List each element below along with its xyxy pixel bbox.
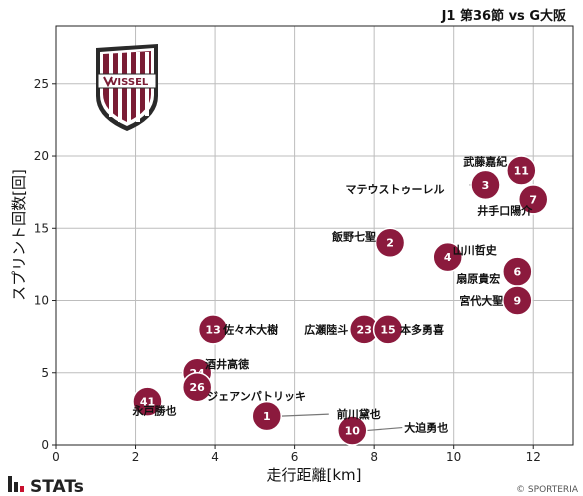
y-tick-label: 25 — [34, 77, 49, 91]
x-tick-label: 12 — [526, 450, 541, 464]
player-marker — [506, 155, 537, 186]
player-number: 15 — [380, 323, 395, 336]
player-name-label: 井手口陽介 — [477, 203, 533, 217]
x-axis-title: 走行距離[km] — [266, 466, 361, 484]
logo-text: VISSEL — [110, 77, 149, 88]
player-name-label: 武藤嘉紀 — [463, 154, 507, 168]
stats-brand: STATs — [30, 477, 84, 496]
player-name-label: マテウストゥーレル — [346, 183, 445, 196]
player-number: 13 — [205, 323, 220, 336]
x-tick-label: 10 — [446, 450, 461, 464]
player-marker — [337, 415, 368, 446]
player-name-label: 大迫勇也 — [404, 421, 448, 435]
player-name-label: 宮代大聖 — [459, 294, 503, 308]
x-tick-label: 6 — [291, 450, 299, 464]
player-marker — [197, 314, 229, 345]
copyright: © SPORTERIA — [516, 485, 579, 495]
player-marker — [502, 285, 533, 316]
vissel-logo: VISSEL — [96, 44, 158, 131]
stats-logo-icon — [8, 476, 24, 492]
player-number: 2 — [386, 237, 394, 250]
player-marker — [181, 371, 213, 403]
player-number: 10 — [345, 425, 361, 438]
x-tick-label: 8 — [370, 450, 378, 464]
player-name-label: 本多勇喜 — [400, 322, 444, 336]
player-name-label: 扇原貴宏 — [456, 272, 500, 286]
player-number: 23 — [357, 323, 372, 336]
x-tick-label: 2 — [132, 450, 140, 464]
plot-frame — [55, 25, 574, 446]
player-number: 11 — [514, 164, 529, 177]
player-marker — [132, 386, 163, 417]
player-name-label: 佐々木大樹 — [222, 322, 278, 336]
player-marker — [251, 400, 283, 432]
player-number: 3 — [482, 179, 490, 192]
player-number: 41 — [140, 396, 155, 409]
player-name-label: 飯野七聖 — [331, 230, 376, 244]
player-number: 6 — [513, 266, 521, 279]
player-name-label: 酒井高徳 — [205, 357, 249, 371]
player-number: 1 — [263, 410, 271, 423]
data-points: 11372469132315242641110 — [132, 155, 549, 446]
player-number: 7 — [529, 193, 537, 206]
match-title: J1 第36節 vs G大阪 — [441, 8, 567, 24]
player-marker — [374, 227, 406, 258]
player-number: 26 — [190, 381, 206, 394]
player-name-label: 山川哲史 — [453, 243, 498, 257]
player-name-label: 永戸勝也 — [131, 404, 176, 418]
player-marker — [372, 314, 404, 345]
player-name-label: ジェアンパトリッキ — [207, 390, 306, 403]
player-marker — [432, 241, 463, 273]
y-tick-label: 15 — [34, 221, 49, 235]
y-tick-label: 10 — [34, 294, 49, 308]
player-number: 4 — [444, 251, 452, 264]
player-name-label: 広瀬陸斗 — [304, 322, 348, 336]
y-tick-label: 5 — [41, 366, 49, 380]
player-marker — [470, 169, 501, 201]
x-tick-label: 4 — [211, 450, 219, 464]
leader-line — [366, 426, 403, 432]
player-marker — [517, 184, 549, 215]
y-axis-title: スプリント回数[回] — [10, 169, 28, 301]
x-tick-label: 0 — [52, 450, 60, 464]
player-number: 9 — [513, 295, 521, 308]
leader-line — [280, 413, 329, 417]
y-tick-label: 0 — [41, 438, 49, 452]
player-name-label: 前川黛也 — [337, 407, 381, 421]
y-tick-label: 20 — [34, 149, 49, 163]
